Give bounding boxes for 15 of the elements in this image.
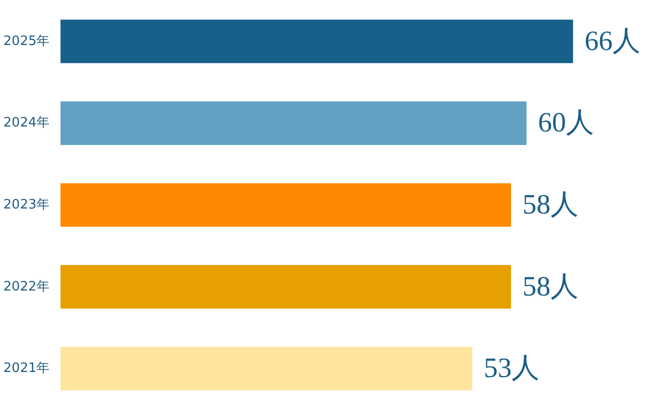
bar: [60, 183, 511, 227]
y-tick-label: 2025年: [3, 34, 50, 49]
data-label: 66人: [584, 26, 641, 57]
y-tick-label: 2022年: [3, 279, 50, 294]
y-tick-label: 2021年: [3, 361, 50, 376]
data-label: 58人: [522, 190, 578, 220]
bar: [60, 346, 472, 390]
bar: [60, 265, 511, 309]
bar: [60, 101, 527, 145]
bar: [60, 20, 574, 64]
data-label: 60人: [538, 108, 594, 139]
y-tick-label: 2023年: [3, 198, 50, 212]
y-tick-label: 2024年: [3, 116, 50, 131]
data-label: 58人: [522, 271, 578, 302]
data-label: 53人: [484, 353, 540, 384]
